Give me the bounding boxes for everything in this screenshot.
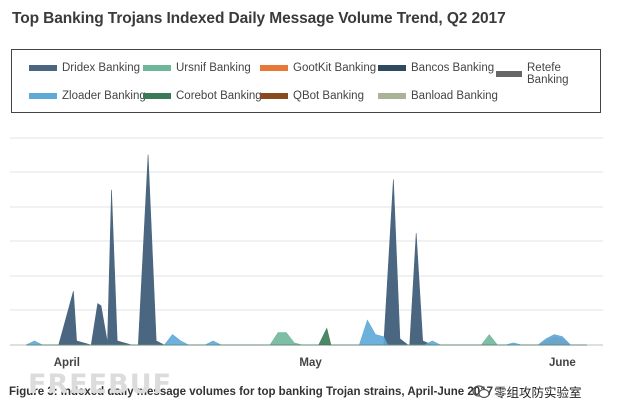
legend-label: Bancos Banking xyxy=(411,62,495,74)
legend-swatch xyxy=(29,65,57,71)
legend-item: Banload Banking xyxy=(378,90,498,102)
legend-swatch xyxy=(29,93,57,99)
legend-swatch xyxy=(378,93,406,99)
legend-label: Corebot Banking xyxy=(176,90,262,102)
watermark-account: 零组攻防实验室 xyxy=(472,382,582,401)
chart-legend: Dridex Banking Ursnif Banking GootKit Bank… xyxy=(11,49,601,113)
legend-label: Zloader Banking xyxy=(62,90,146,102)
legend-label: Banload Banking xyxy=(411,90,498,102)
legend-swatch xyxy=(260,65,288,71)
x-tick-label: April xyxy=(54,357,80,369)
legend-label: QBot Banking xyxy=(293,90,364,102)
legend-label: Retefe Banking xyxy=(527,62,569,86)
legend-item: Bancos Banking xyxy=(378,62,494,74)
watermark-logo: FREEBUF xyxy=(28,369,173,400)
series-area xyxy=(26,327,587,346)
series-area xyxy=(26,154,587,346)
legend-item: GootKit Banking xyxy=(260,62,376,74)
legend-swatch xyxy=(143,65,171,71)
legend-item: Ursnif Banking xyxy=(143,62,251,74)
legend-item: Retefe Banking xyxy=(496,62,600,86)
watermark-account-name: 零组攻防实验室 xyxy=(494,385,582,400)
legend-label: GootKit Banking xyxy=(293,62,377,74)
legend-swatch xyxy=(378,65,406,71)
wechat-icon xyxy=(472,384,490,398)
legend-label: Dridex Banking xyxy=(62,62,140,74)
figure-caption: Figure 3: Indexed daily message volumes … xyxy=(9,386,493,398)
legend-item: QBot Banking xyxy=(260,90,364,102)
series-area xyxy=(26,319,587,346)
legend-item: Corebot Banking xyxy=(143,90,262,102)
legend-swatch xyxy=(496,71,522,77)
legend-swatch xyxy=(143,93,171,99)
x-tick-label: June xyxy=(549,357,576,369)
x-tick-label: May xyxy=(299,357,322,369)
legend-item: Zloader Banking xyxy=(29,90,146,102)
chart-title: Top Banking Trojans Indexed Daily Messag… xyxy=(12,10,506,27)
legend-swatch xyxy=(260,93,288,99)
legend-item: Dridex Banking xyxy=(29,62,140,74)
legend-label: Ursnif Banking xyxy=(176,62,251,74)
